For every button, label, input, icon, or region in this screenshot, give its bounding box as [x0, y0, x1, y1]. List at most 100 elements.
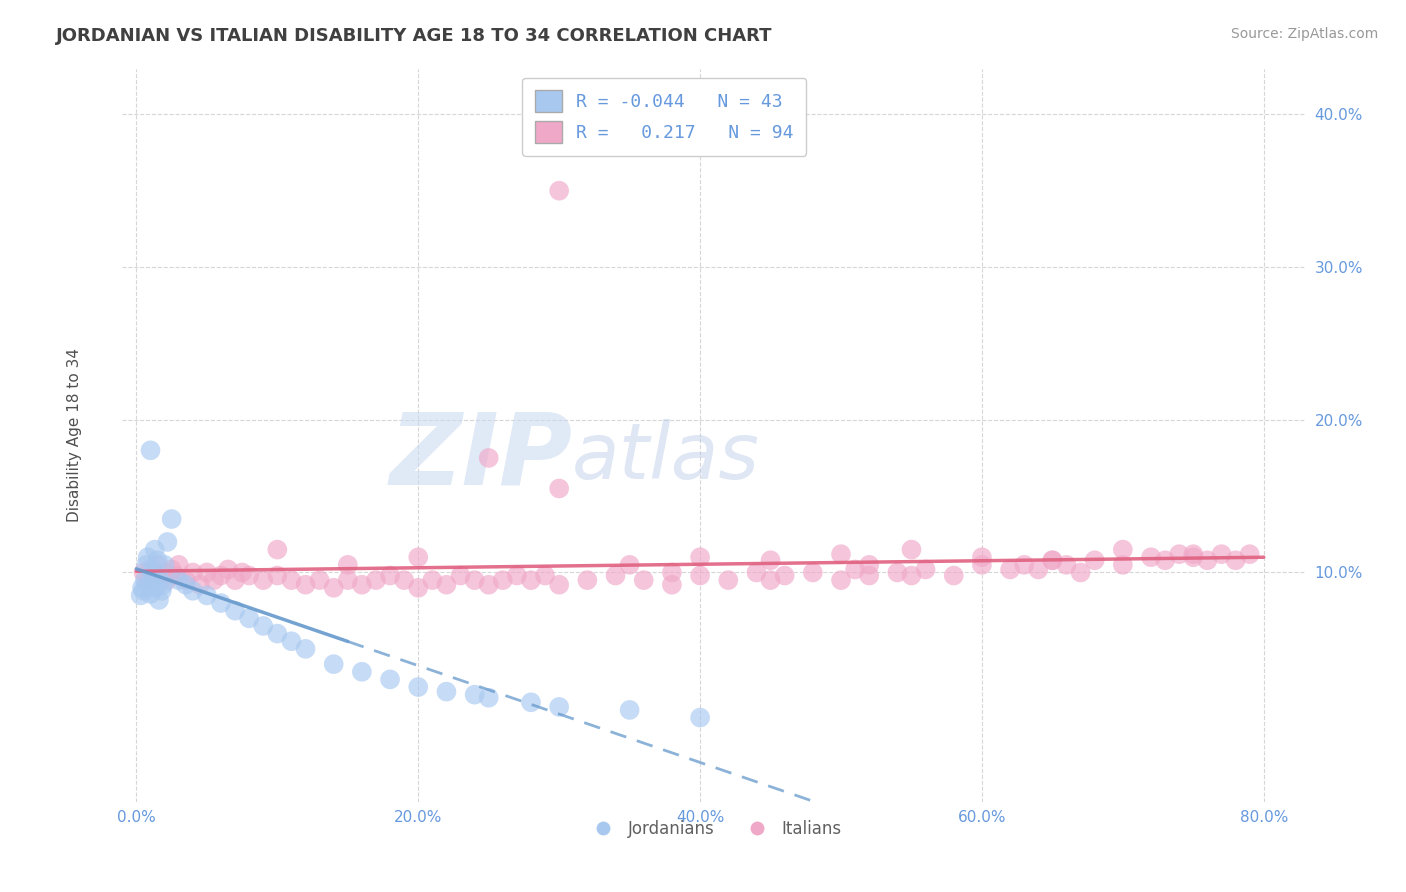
Point [464, 688, 486, 702]
Point [160, 512, 183, 526]
Point [217, 562, 239, 576]
Point [1211, 547, 1233, 561]
Point [520, 695, 543, 709]
Point [156, 535, 179, 549]
Point [266, 542, 288, 557]
Point [167, 573, 190, 587]
Point [134, 573, 156, 587]
Point [478, 690, 501, 705]
Point [759, 553, 782, 567]
Point [661, 566, 683, 580]
Point [174, 573, 197, 587]
Point [801, 566, 824, 580]
Text: atlas: atlas [572, 419, 761, 495]
Point [1182, 550, 1205, 565]
Point [1112, 542, 1135, 557]
Point [153, 558, 176, 572]
Point [1225, 553, 1247, 567]
Point [548, 482, 571, 496]
Point [195, 566, 218, 580]
Point [605, 568, 627, 582]
Point [136, 573, 159, 587]
Text: Disability Age 18 to 34: Disability Age 18 to 34 [67, 348, 83, 522]
Text: Source: ZipAtlas.com: Source: ZipAtlas.com [1230, 27, 1378, 41]
Point [364, 573, 387, 587]
Point [174, 578, 197, 592]
Point [844, 562, 866, 576]
Point [886, 566, 908, 580]
Point [139, 562, 162, 576]
Point [145, 581, 167, 595]
Point [478, 578, 501, 592]
Point [942, 568, 965, 582]
Point [152, 578, 174, 592]
Point [619, 558, 641, 572]
Point [1084, 553, 1107, 567]
Point [422, 573, 444, 587]
Point [1197, 553, 1219, 567]
Point [406, 581, 429, 595]
Point [142, 568, 165, 582]
Point [998, 562, 1021, 576]
Legend: Jordanians, Italians: Jordanians, Italians [579, 814, 848, 845]
Point [266, 568, 288, 582]
Point [195, 588, 218, 602]
Point [136, 550, 159, 565]
Point [1042, 553, 1064, 567]
Point [322, 581, 344, 595]
Point [209, 568, 232, 582]
Point [146, 558, 169, 572]
Point [392, 573, 415, 587]
Point [238, 611, 260, 625]
Point [436, 684, 458, 698]
Point [689, 550, 711, 565]
Point [129, 588, 152, 602]
Point [900, 568, 922, 582]
Point [202, 573, 225, 587]
Point [548, 699, 571, 714]
Point [717, 573, 740, 587]
Point [520, 573, 543, 587]
Point [548, 184, 571, 198]
Point [156, 573, 179, 587]
Point [148, 593, 170, 607]
Point [970, 558, 993, 572]
Point [1239, 547, 1261, 561]
Point [745, 566, 768, 580]
Point [406, 680, 429, 694]
Point [141, 568, 163, 582]
Point [139, 443, 162, 458]
Point [406, 550, 429, 565]
Point [131, 581, 153, 595]
Point [759, 573, 782, 587]
Point [252, 573, 274, 587]
Point [150, 568, 173, 582]
Point [167, 558, 190, 572]
Point [160, 562, 183, 576]
Point [350, 578, 373, 592]
Point [165, 568, 187, 582]
Point [294, 641, 316, 656]
Point [450, 568, 472, 582]
Point [576, 573, 599, 587]
Point [914, 562, 936, 576]
Point [689, 710, 711, 724]
Point [1154, 553, 1177, 567]
Text: JORDANIAN VS ITALIAN DISABILITY AGE 18 TO 34 CORRELATION CHART: JORDANIAN VS ITALIAN DISABILITY AGE 18 T… [56, 27, 773, 45]
Point [689, 568, 711, 582]
Point [280, 634, 302, 648]
Point [464, 573, 486, 587]
Point [773, 568, 796, 582]
Point [436, 578, 458, 592]
Point [350, 665, 373, 679]
Point [1026, 562, 1049, 576]
Point [266, 626, 288, 640]
Point [1112, 558, 1135, 572]
Point [1182, 547, 1205, 561]
Point [238, 568, 260, 582]
Point [280, 573, 302, 587]
Point [135, 558, 157, 572]
Point [378, 673, 401, 687]
Point [336, 573, 359, 587]
Point [138, 578, 160, 592]
